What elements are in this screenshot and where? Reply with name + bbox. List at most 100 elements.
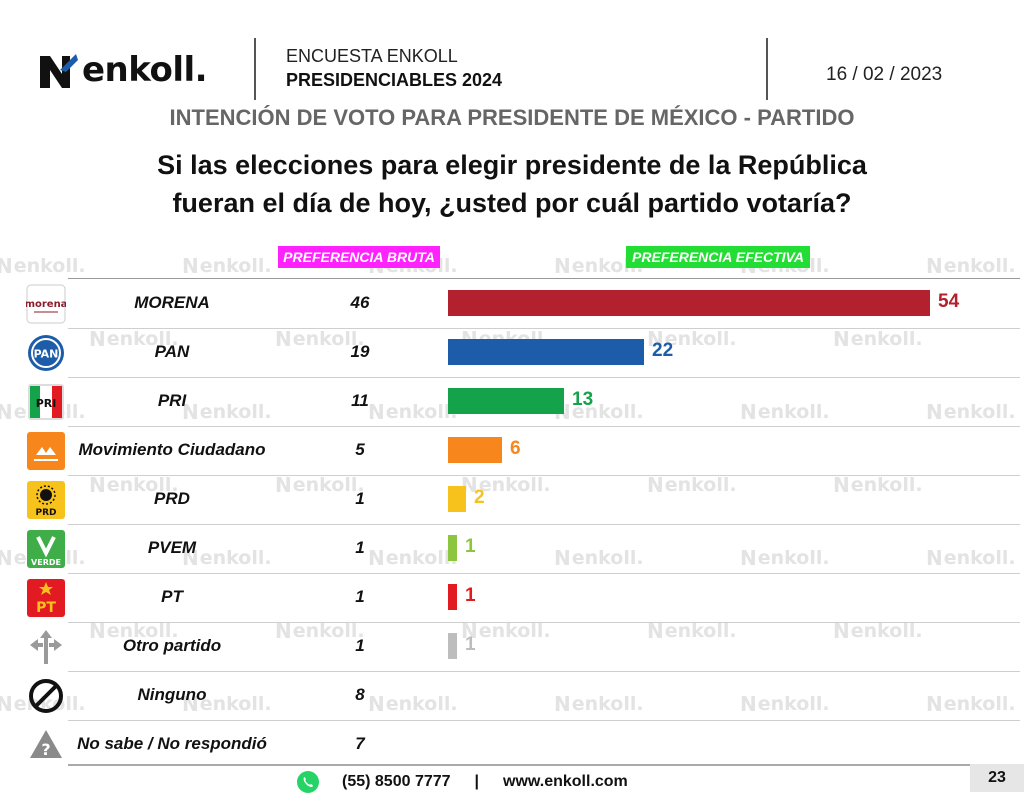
watermark-mark: N: [554, 546, 571, 570]
watermark-text: enkoll.: [850, 474, 923, 496]
efectiva-bar: [448, 584, 457, 610]
row-divider: [68, 475, 1020, 476]
watermark-text: enkoll.: [385, 401, 458, 423]
category-label: PT: [161, 587, 183, 606]
watermark-text: enkoll.: [757, 401, 830, 423]
watermark-mark: N: [833, 327, 850, 351]
category-label: PRI: [157, 391, 187, 410]
header-divider-left: [254, 38, 256, 100]
watermark-text: enkoll.: [757, 693, 830, 715]
chart-question-line1: Si las elecciones para elegir presidente…: [157, 150, 867, 180]
category-label: Otro partido: [122, 636, 222, 655]
watermark-mark: N: [926, 546, 943, 570]
watermark-text: enkoll.: [478, 620, 551, 642]
watermark-mark: N: [182, 254, 199, 278]
watermark-text: enkoll.: [13, 255, 86, 277]
watermark-mark: N: [926, 254, 943, 278]
efectiva-bar: [448, 486, 466, 512]
efectiva-value: 1: [465, 585, 476, 606]
category-label: Movimiento Ciudadano: [78, 440, 266, 459]
bruta-value: 7: [355, 734, 365, 753]
svg-text:PRI: PRI: [36, 397, 57, 410]
efectiva-value: 1: [465, 536, 476, 557]
question-warning-icon: ?: [26, 724, 66, 764]
watermark-text: enkoll.: [664, 328, 737, 350]
survey-name: ENCUESTA ENKOLL: [286, 46, 458, 66]
footer-website[interactable]: www.enkoll.com: [503, 773, 628, 790]
bruta-value: 1: [355, 538, 365, 557]
row-divider: [68, 573, 1020, 574]
watermark-mark: N: [0, 400, 13, 424]
svg-text:PAN: PAN: [34, 348, 59, 361]
pan-logo-icon: PAN: [26, 333, 66, 373]
enkoll-logo-text: enkoll.: [82, 50, 208, 90]
row-divider: [68, 426, 1020, 427]
efectiva-bar: [448, 339, 644, 365]
watermark-mark: N: [0, 692, 13, 716]
footer: (55) 8500 7777 | www.enkoll.com: [296, 770, 628, 794]
watermark-mark: N: [740, 692, 757, 716]
footer-divider: [68, 764, 972, 766]
pvem-logo-icon: VERDE: [26, 529, 66, 569]
watermark-text: enkoll.: [664, 474, 737, 496]
watermark-mark: N: [0, 546, 13, 570]
watermark-text: enkoll.: [385, 693, 458, 715]
watermark-mark: N: [554, 254, 571, 278]
bruta-value: 19: [350, 342, 370, 361]
efectiva-bar: [448, 388, 564, 414]
efectiva-value: 6: [510, 438, 521, 459]
svg-text:morena: morena: [26, 299, 66, 310]
category-label: MORENA: [134, 293, 210, 312]
row-divider: [68, 377, 1020, 378]
prohibited-icon: [26, 676, 66, 716]
watermark-text: enkoll.: [757, 547, 830, 569]
watermark-text: enkoll.: [850, 328, 923, 350]
row-divider: [68, 671, 1020, 672]
watermark-text: enkoll.: [943, 693, 1016, 715]
row-divider: [68, 720, 1020, 721]
chart-top-rule: [68, 278, 1020, 279]
category-label: PAN: [154, 342, 190, 361]
watermark-text: enkoll.: [478, 474, 551, 496]
watermark-mark: N: [0, 254, 13, 278]
row-divider: [68, 622, 1020, 623]
bruta-value: 8: [355, 685, 365, 704]
svg-text:?: ?: [41, 740, 50, 759]
efectiva-value: 13: [572, 389, 594, 410]
category-label: PRD: [154, 489, 190, 508]
enkoll-logo: enkoll.: [36, 44, 208, 96]
chart-title: INTENCIÓN DE VOTO PARA PRESIDENTE DE MÉX…: [169, 105, 855, 130]
watermark-text: enkoll.: [571, 693, 644, 715]
watermark-text: enkoll.: [943, 401, 1016, 423]
watermark-mark: N: [740, 546, 757, 570]
efectiva-bar: [448, 535, 457, 561]
survey-subtitle: PRESIDENCIABLES 2024: [286, 70, 503, 90]
bruta-value: 11: [351, 391, 369, 410]
efectiva-value: 1: [465, 634, 476, 655]
row-divider: [68, 328, 1020, 329]
bruta-value: 5: [355, 440, 365, 459]
chart-question-line2: fueran el día de hoy, ¿usted por cuál pa…: [172, 188, 852, 218]
category-label: PVEM: [147, 538, 197, 557]
pri-logo-icon: PRI: [26, 382, 66, 422]
svg-text:PT: PT: [36, 600, 56, 616]
enkoll-logo-icon: [36, 48, 80, 92]
watermark-text: enkoll.: [850, 620, 923, 642]
footer-separator: |: [474, 773, 480, 790]
row-divider: [68, 524, 1020, 525]
whatsapp-icon: [296, 770, 320, 794]
efectiva-bar: [448, 437, 502, 463]
prd-logo-icon: PRD: [26, 480, 66, 520]
efectiva-value: 54: [938, 291, 960, 312]
watermark-mark: N: [554, 692, 571, 716]
